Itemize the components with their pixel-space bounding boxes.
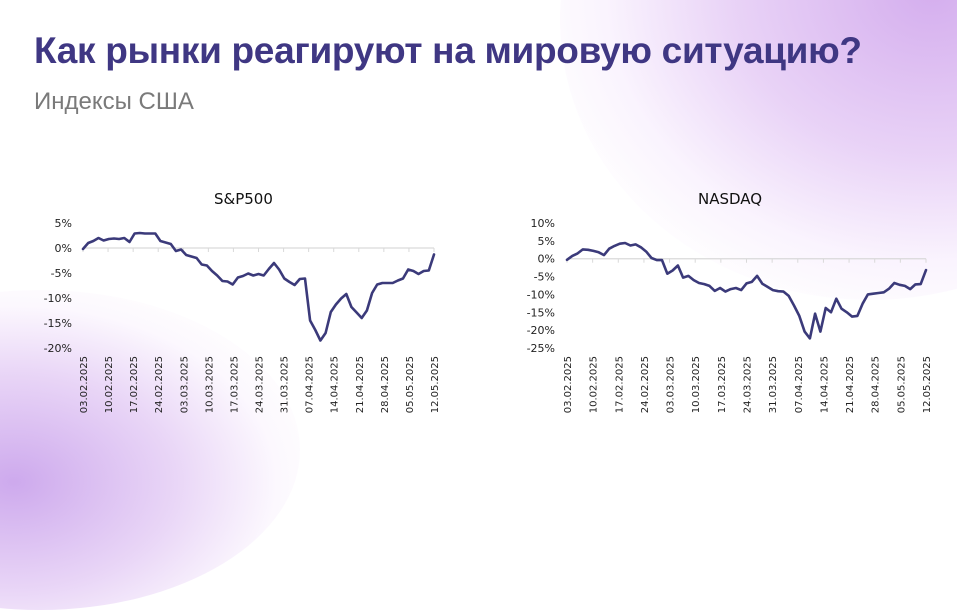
x-tick-label: 12.05.2025 (430, 356, 441, 413)
y-tick-label: -25% (527, 342, 555, 355)
x-tick-label: 14.04.2025 (819, 356, 830, 413)
x-tick-label: 10.03.2025 (204, 356, 215, 413)
x-tick-label: 07.04.2025 (305, 356, 316, 413)
x-tick-label: 24.03.2025 (255, 356, 266, 413)
x-tick-label: 05.05.2025 (896, 356, 907, 413)
x-tick-label: 07.04.2025 (794, 356, 805, 413)
x-tick-label: 10.02.2025 (104, 356, 115, 413)
y-tick-label: 10% (531, 217, 555, 230)
x-tick-label: 12.05.2025 (922, 356, 933, 413)
x-tick-label: 14.04.2025 (330, 356, 341, 413)
x-tick-label: 10.02.2025 (589, 356, 600, 413)
y-tick-label: -5% (534, 271, 555, 284)
x-tick-label: 17.02.2025 (129, 356, 140, 413)
x-tick-label: 28.04.2025 (871, 356, 882, 413)
x-tick-label: 03.02.2025 (563, 356, 574, 413)
y-tick-label: -10% (44, 292, 72, 305)
y-tick-label: -15% (44, 317, 72, 330)
x-tick-label: 17.02.2025 (614, 356, 625, 413)
x-tick-label: 10.03.2025 (691, 356, 702, 413)
x-tick-label: 28.04.2025 (380, 356, 391, 413)
x-tick-label: 05.05.2025 (405, 356, 416, 413)
x-tick-label: 24.02.2025 (640, 356, 651, 413)
y-tick-label: 0% (538, 253, 555, 266)
x-tick-label: 17.03.2025 (717, 356, 728, 413)
x-tick-label: 21.04.2025 (845, 356, 856, 413)
x-tick-label: 31.03.2025 (768, 356, 779, 413)
y-tick-label: -5% (51, 267, 72, 280)
nasdaq-chart-title: NASDAQ (698, 190, 763, 208)
series-line (81, 231, 436, 342)
page-title: Как рынки реагируют на мировую ситуацию? (34, 30, 862, 71)
page-subtitle: Индексы США (34, 88, 194, 115)
y-tick-label: 5% (55, 217, 72, 230)
x-tick-label: 24.02.2025 (154, 356, 165, 413)
sp500-line-chart: 5% 0% -5% -10% -15% -20% 03.02.2025 10.02.2025 1… (44, 217, 441, 413)
x-tick-label: 03.02.2025 (79, 356, 90, 413)
y-tick-label: -10% (527, 288, 555, 301)
y-tick-label: -15% (527, 306, 555, 319)
x-tick-label: 24.03.2025 (743, 356, 754, 413)
sp500-chart-title: S&P500 (214, 190, 273, 208)
nasdaq-line-chart: 10% 5% 0% -5% -10% -15% -20% -25% 03.02.2025 10.0… (527, 217, 933, 413)
y-tick-label: -20% (44, 342, 72, 355)
x-tick-label: 21.04.2025 (355, 356, 366, 413)
x-tick-label: 17.03.2025 (229, 356, 240, 413)
series-line (565, 241, 928, 340)
y-tick-label: 0% (55, 242, 72, 255)
y-tick-label: 5% (538, 235, 555, 248)
x-tick-label: 31.03.2025 (280, 356, 291, 413)
x-tick-label: 03.03.2025 (179, 356, 190, 413)
y-tick-label: -20% (527, 324, 555, 337)
x-tick-label: 03.03.2025 (666, 356, 677, 413)
